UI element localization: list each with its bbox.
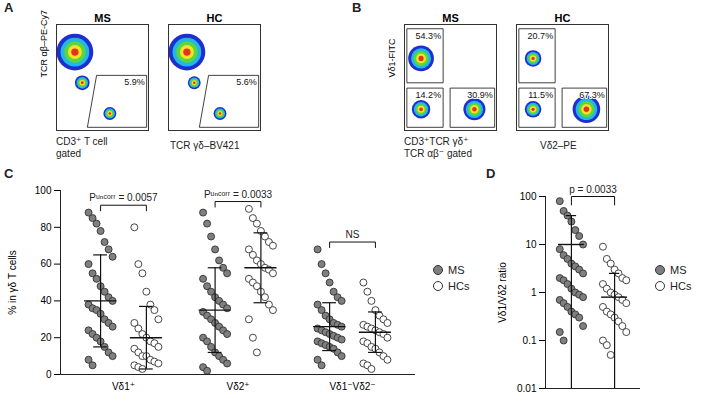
svg-text:Vδ1⁺: Vδ1⁺: [112, 381, 135, 392]
svg-text:TCR αβ–PE-Cy7: TCR αβ–PE-Cy7: [39, 10, 49, 77]
svg-text:1: 1: [531, 287, 537, 298]
svg-text:80: 80: [40, 222, 52, 233]
html-text:Vδ2–PE: Vδ2–PE: [540, 140, 577, 151]
html-text:D: D: [486, 166, 496, 181]
svg-text:Vδ1/Vδ2 ratio: Vδ1/Vδ2 ratio: [497, 262, 508, 323]
svg-text:Vδ1⁻Vδ2⁻: Vδ1⁻Vδ2⁻: [329, 381, 375, 392]
svg-text:0: 0: [46, 369, 52, 380]
svg-text:Vδ1-FITC: Vδ1-FITC: [387, 38, 397, 78]
svg-text:0.01: 0.01: [517, 383, 537, 394]
svg-text:10: 10: [525, 239, 537, 250]
svg-text:HC: HC: [207, 12, 223, 24]
svg-text:20: 20: [40, 332, 52, 343]
svg-text:100: 100: [35, 185, 52, 196]
svg-text:30.9%: 30.9%: [467, 90, 493, 100]
svg-text:14.2%: 14.2%: [416, 90, 442, 100]
svg-text:Pᵘⁿᶜᵒʳʳ = 0.0033: Pᵘⁿᶜᵒʳʳ = 0.0033: [204, 189, 273, 200]
svg-text:0.1: 0.1: [523, 335, 537, 346]
svg-text:MS: MS: [442, 12, 459, 24]
svg-text:NS: NS: [346, 229, 360, 240]
svg-text:% in γδ T cells: % in γδ T cells: [7, 250, 18, 314]
html-text:B: B: [352, 0, 362, 15]
svg-text:5.9%: 5.9%: [124, 77, 145, 87]
svg-text:5.6%: 5.6%: [236, 77, 257, 87]
html-text:CD3⁺ T cell: CD3⁺ T cell: [56, 136, 108, 147]
html-text:TCR αβ⁻ gated: TCR αβ⁻ gated: [404, 148, 472, 159]
svg-text:Vδ2⁺: Vδ2⁺: [226, 381, 249, 392]
html-text:C: C: [4, 166, 14, 181]
svg-text:100: 100: [520, 191, 537, 202]
html-text:gated: gated: [56, 148, 81, 159]
html-text:HCs: HCs: [448, 280, 470, 292]
svg-text:HC: HC: [555, 12, 571, 24]
html-text:MS: MS: [448, 264, 465, 276]
html-text:TCR γδ–BV421: TCR γδ–BV421: [170, 140, 240, 151]
svg-text:20.7%: 20.7%: [528, 31, 554, 41]
html-text:CD3⁺TCR γδ⁺: CD3⁺TCR γδ⁺: [404, 136, 469, 147]
svg-text:40: 40: [40, 295, 52, 306]
svg-text:p = 0.0033: p = 0.0033: [569, 184, 617, 195]
html-text:A: A: [4, 0, 14, 15]
svg-text:54.3%: 54.3%: [416, 31, 442, 41]
svg-text:Pᵘⁿᶜᵒʳʳ = 0.0057: Pᵘⁿᶜᵒʳʳ = 0.0057: [89, 192, 158, 203]
html-text:HCs: HCs: [670, 280, 692, 292]
html-text:MS: MS: [670, 264, 687, 276]
svg-text:67.3%: 67.3%: [579, 90, 605, 100]
svg-text:60: 60: [40, 258, 52, 269]
svg-text:11.5%: 11.5%: [528, 90, 553, 100]
svg-text:MS: MS: [94, 12, 111, 24]
